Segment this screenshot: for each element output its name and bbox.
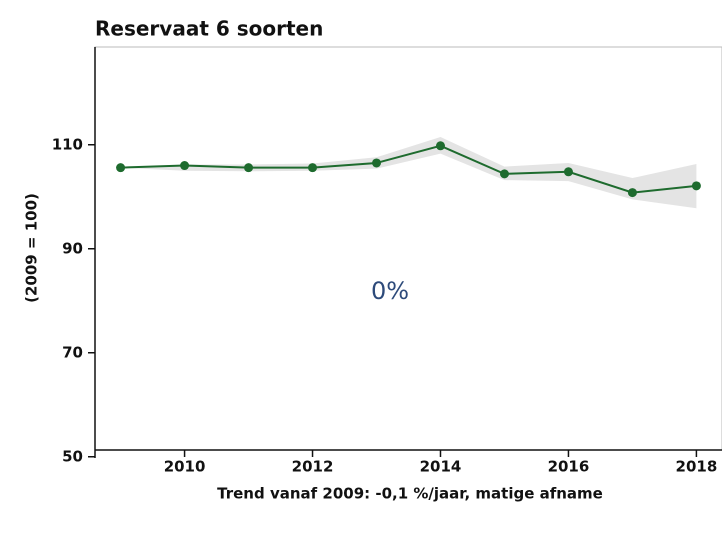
data-point	[499, 169, 509, 179]
x-axis-label: Trend vanaf 2009: -0,1 %/jaar, matige af…	[217, 485, 603, 503]
data-point	[563, 167, 573, 177]
annotation: 0%	[371, 277, 409, 305]
data-point	[244, 163, 254, 173]
plot-frame	[94, 46, 722, 451]
x-tick-label: 2018	[676, 458, 718, 476]
y-axis-label: (2009 = 100)	[23, 193, 41, 303]
data-point	[691, 181, 701, 191]
confidence-band	[120, 136, 697, 209]
data-point	[116, 163, 126, 173]
y-tick-label: 90	[62, 239, 83, 257]
chart-title: Reservaat 6 soorten	[95, 17, 323, 41]
data-point	[180, 161, 190, 171]
y-tick-label: 70	[62, 343, 83, 361]
x-tick-label: 2014	[420, 458, 462, 476]
x-tick-label: 2010	[164, 458, 206, 476]
x-tick-label: 2012	[292, 458, 334, 476]
data-point	[435, 141, 445, 151]
trend-line	[120, 144, 697, 194]
y-tick-label: 50	[62, 447, 83, 465]
y-tick-label: 110	[52, 135, 83, 153]
data-point	[372, 158, 382, 168]
data-point	[308, 163, 318, 173]
x-tick-label: 2016	[548, 458, 590, 476]
data-point	[627, 188, 637, 198]
